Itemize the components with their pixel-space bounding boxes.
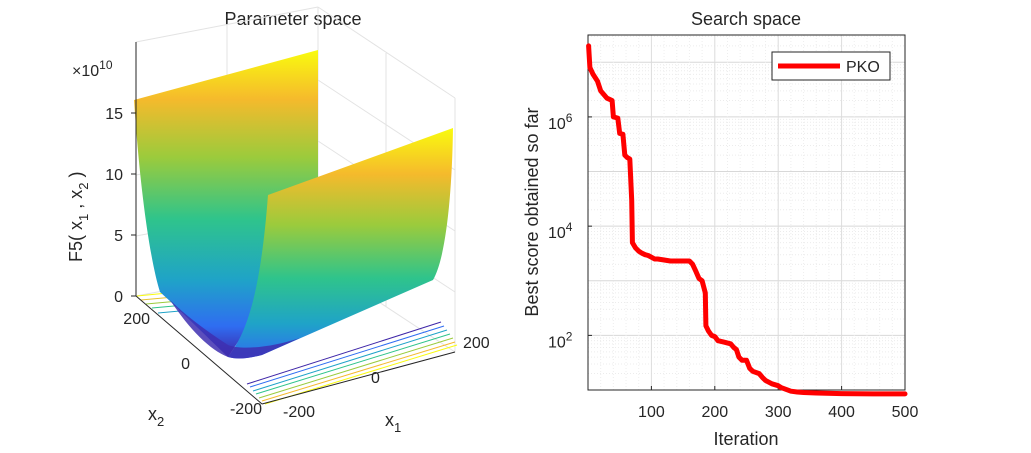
x-tick-label: 500 [892,404,919,421]
plot-frame [587,34,906,391]
x2-tick: -200 [230,401,262,418]
x1-tick: -200 [283,404,315,421]
y-axis-label: Best score obtained so far [522,107,542,316]
x-tick-label: 400 [828,404,855,421]
x2-tick: 0 [181,356,190,373]
x2-tick: 200 [123,311,150,328]
y-tick-label: 104 [548,220,573,242]
x1-tick: 0 [371,370,380,387]
plot-area [588,35,905,390]
series-line-pko [586,43,908,397]
x-tick-label: 200 [701,404,728,421]
convergence-title: Search space [691,9,801,29]
x1-tick: 200 [463,335,490,352]
z-axis-label: F5( x1 , x2 ) [66,172,91,263]
x-axis-label: Iteration [713,429,778,449]
series-group [586,43,908,397]
surface-trough [170,300,300,359]
legend: PKO [771,51,891,81]
x-tick-label: 100 [638,404,665,421]
z-tick: 10 [105,167,123,184]
surface-title: Parameter space [224,9,361,29]
x1-axis-label: x1 [385,410,401,435]
z-tick: 5 [114,228,123,245]
y-tick-label: 102 [548,329,573,351]
convergence-plot: Search space 102 104 106 100 200 300 400… [522,9,918,449]
surface-axes [131,42,456,405]
z-exponent: ×1010 [72,58,113,80]
y-tick-label: 106 [548,111,573,133]
legend-label-pko: PKO [846,59,880,76]
z-tick: 15 [105,106,123,123]
x2-axis-label: x2 [148,404,164,429]
surface-right-wall [228,128,453,359]
x-tick-label: 300 [765,404,792,421]
z-tick: 0 [114,289,123,306]
surface-plot: Parameter space [66,6,490,435]
